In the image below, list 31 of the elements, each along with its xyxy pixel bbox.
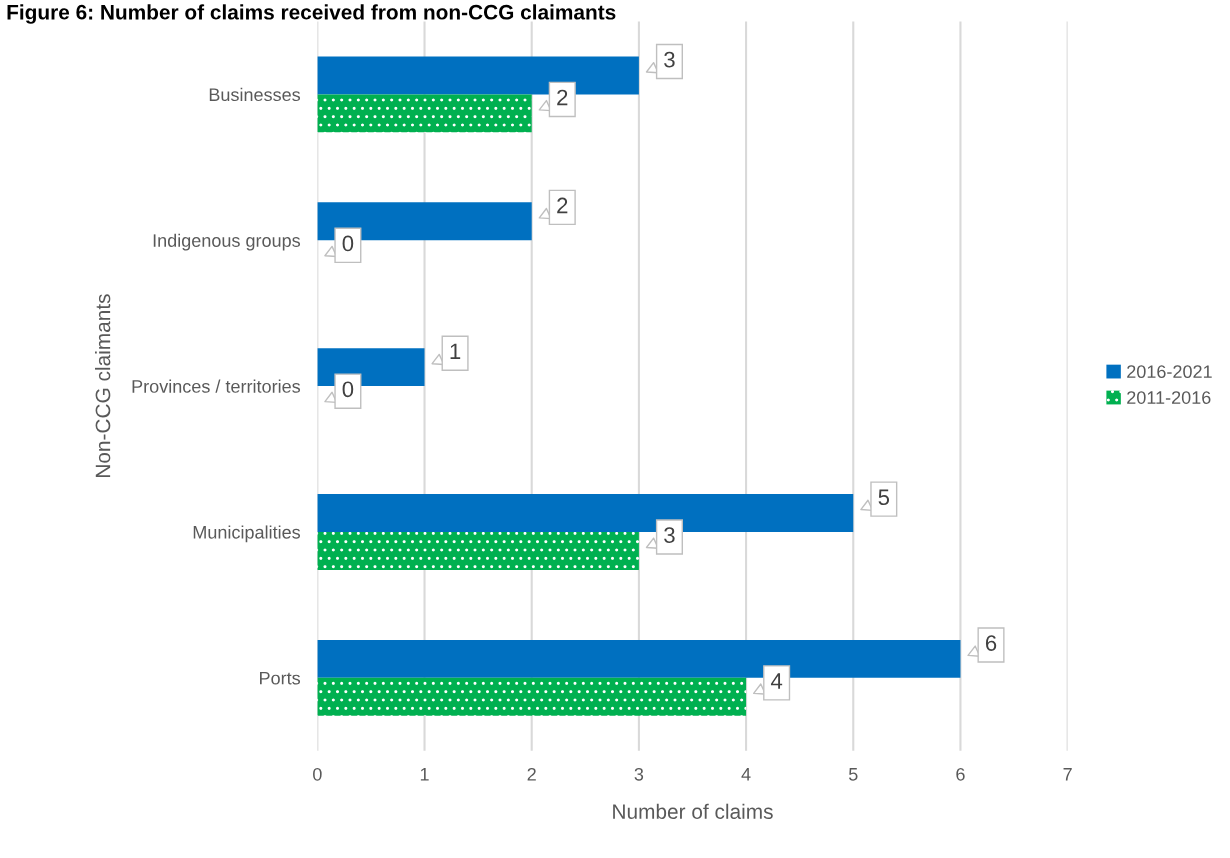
bar: [317, 677, 747, 716]
y-axis-title: Non-CCG claimants: [95, 294, 111, 477]
x-tick-label: 1: [420, 768, 429, 781]
y-tick-label: Indigenous groups: [153, 233, 301, 251]
bar: [317, 94, 532, 133]
data-label: 2: [557, 197, 568, 214]
x-tick-label: 7: [1063, 768, 1072, 781]
x-tick-label: 6: [956, 767, 965, 781]
legend-label: 2011-2016: [1127, 391, 1211, 404]
data-label: 3: [664, 51, 675, 68]
chart-title: Figure 6: Number of claims received from non-CCG claimants: [7, 4, 616, 24]
y-tick-label: Municipalities: [193, 525, 301, 543]
data-label: 3: [664, 527, 675, 543]
data-label: 1: [450, 343, 461, 359]
x-tick-label: 5: [848, 768, 858, 781]
x-tick-label: 0: [313, 767, 322, 781]
data-label: 6: [985, 635, 997, 651]
x-tick-label: 4: [741, 768, 751, 781]
data-label: 2: [557, 89, 568, 106]
data-label: 4: [770, 673, 783, 689]
legend-label: 2016-2021: [1127, 365, 1212, 379]
x-tick-label: 2: [527, 767, 536, 781]
x-axis-title: Number of claims: [613, 803, 773, 819]
data-label: 0: [342, 235, 354, 252]
data-label: 5: [878, 489, 890, 506]
data-label: 0: [342, 381, 354, 398]
y-tick-label: Provinces / territories: [132, 379, 301, 393]
x-tick-label: 3: [634, 767, 644, 781]
y-tick-label: Ports: [260, 671, 301, 685]
y-tick-label: Businesses: [209, 87, 301, 102]
bar: [317, 531, 639, 570]
